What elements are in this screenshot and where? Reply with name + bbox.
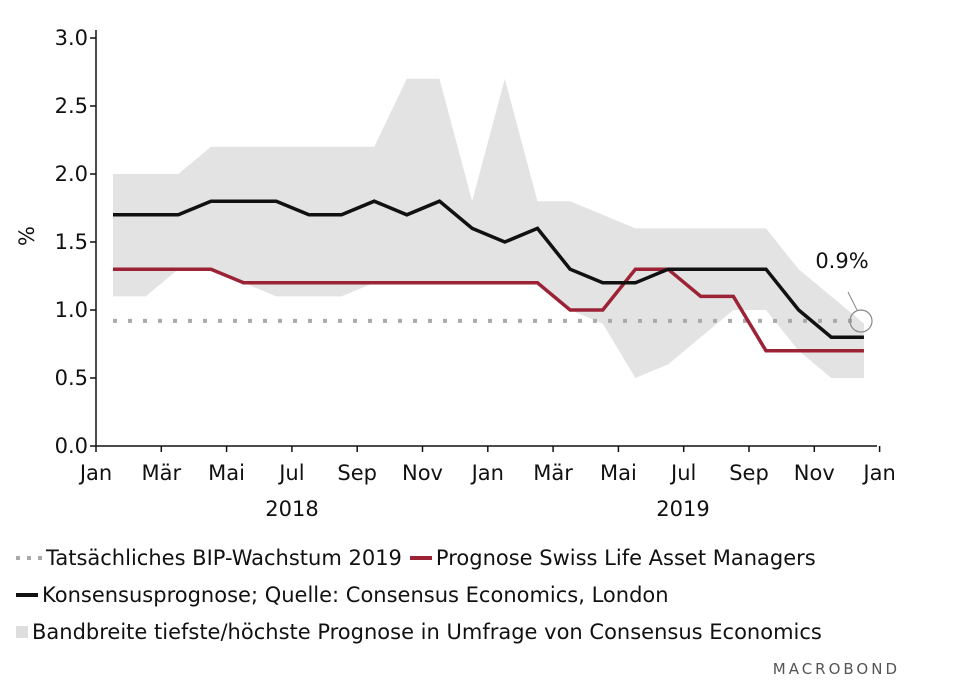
x-year-label: 2018 [265, 497, 318, 521]
legend-row-3: Bandbreite tiefste/höchste Prognose in U… [16, 619, 822, 645]
x-tick-label: Nov [794, 461, 835, 485]
y-tick-label: 3.0 [55, 26, 88, 50]
x-tick-label: Mai [208, 461, 245, 485]
x-tick-label: Mai [600, 461, 637, 485]
y-tick-label: 2.5 [55, 94, 88, 118]
x-tick-label: Jan [861, 461, 895, 485]
line-chart: 0.0 0.5 1.0 1.5 2.0 2.5 3.0 Jan Mär Mai Jul Sep Nov J… [15, 26, 896, 521]
legend-swatch-swisslife [409, 556, 432, 560]
x-tick-label: Jan [470, 461, 504, 485]
annotation-label: 0.9% [815, 249, 868, 273]
legend-row-1: Tatsächliches BIP-Wachstum 2019 Prognose… [16, 545, 816, 571]
x-tick-label: Mär [141, 461, 181, 485]
legend-label-band: Bandbreite tiefste/höchste Prognose in U… [32, 620, 822, 644]
legend-swatch-actual [16, 556, 42, 560]
annotation-leader [847, 291, 858, 311]
y-tick-label: 0.5 [55, 366, 88, 390]
series-swisslife [113, 267, 864, 353]
x-year-label: 2019 [656, 497, 709, 521]
legend-label-swisslife: Prognose Swiss Life Asset Managers [435, 546, 816, 570]
y-tick-label: 1.5 [55, 230, 88, 254]
x-tick-label: Jan [78, 461, 112, 485]
x-tick-label: Sep [337, 461, 377, 485]
y-axis-label: % [15, 226, 39, 246]
x-tick-label: Jul [277, 461, 304, 485]
legend-label-consensus: Konsensusprognose; Quelle: Consensus Eco… [42, 583, 669, 607]
x-tick-label: Nov [402, 461, 443, 485]
x-tick-label: Sep [729, 461, 769, 485]
y-tick-label: 0.0 [55, 434, 88, 458]
series-consensus [113, 199, 864, 339]
legend-swatch-band [16, 626, 28, 638]
brand-logo: MACROBOND [772, 660, 900, 678]
x-tick-label: Jul [669, 461, 696, 485]
legend-swatch-consensus [16, 593, 38, 597]
range-band [113, 78, 864, 379]
legend-row-2: Konsensusprognose; Quelle: Consensus Eco… [16, 582, 669, 608]
y-tick-label: 1.0 [55, 298, 88, 322]
legend-label-actual: Tatsächliches BIP-Wachstum 2019 [46, 546, 402, 570]
annotation-marker [849, 309, 873, 333]
x-tick-label: Mär [533, 461, 573, 485]
y-tick-label: 2.0 [55, 162, 88, 186]
